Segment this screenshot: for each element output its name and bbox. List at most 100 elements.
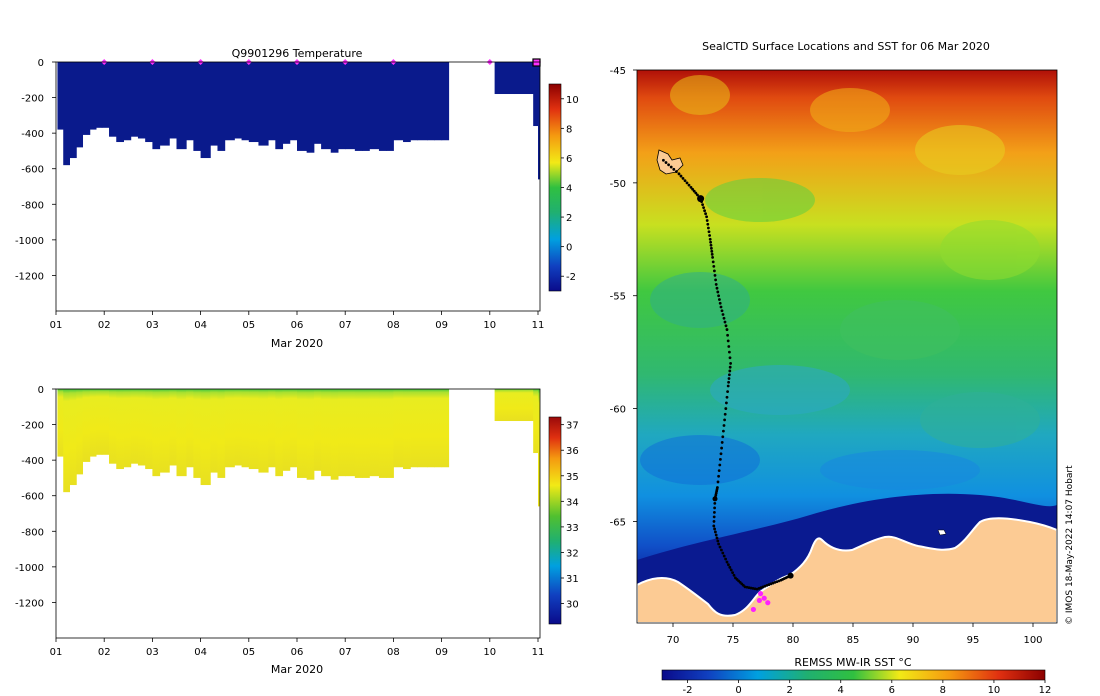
track-point — [712, 264, 716, 268]
track-point — [726, 333, 729, 337]
track-point — [719, 305, 723, 309]
track-point — [728, 373, 731, 377]
x-tick-label: 07 — [339, 320, 352, 331]
track-point — [718, 463, 722, 467]
temperature-profile-bar — [543, 62, 548, 146]
sst-tick-label: 2 — [786, 685, 792, 696]
track-point — [720, 548, 723, 552]
track-point — [667, 163, 670, 167]
x-tick-label: 11 — [532, 320, 545, 331]
track-point — [707, 226, 710, 230]
current-positions — [750, 591, 771, 613]
track-point — [720, 309, 724, 313]
temperature-profile-bar — [581, 62, 589, 133]
y-tick-label: -1200 — [15, 598, 44, 609]
track-point — [712, 520, 716, 523]
temperature-profile-bar — [369, 62, 380, 150]
track-cluster — [697, 195, 705, 203]
track-point — [713, 501, 717, 505]
salinity-profile-bar — [217, 389, 226, 478]
temperature-profile-bar — [362, 62, 370, 151]
map-axes-frame — [636, 69, 1058, 624]
temperature-profile-bar — [145, 62, 153, 143]
track-point — [722, 554, 726, 558]
temperature-profile-bar — [76, 62, 84, 148]
x-tick-label: 02 — [98, 647, 111, 658]
temperature-profile-bar — [337, 62, 346, 150]
temperature-profile-bar — [186, 62, 194, 141]
track-cluster — [712, 496, 718, 502]
track-point — [718, 301, 722, 305]
track-point — [722, 316, 726, 320]
sst-map-panel: SealCTD Surface Locations and SST for 06… — [610, 40, 1075, 696]
sst-tick-label: 0 — [735, 685, 741, 696]
salinity-profile-bar — [234, 389, 243, 466]
y-tick-label: -800 — [21, 200, 44, 211]
temperature-profile-bar — [234, 62, 243, 139]
temperature-profile-bar — [224, 62, 235, 141]
track-point — [723, 320, 727, 324]
x-tick-label: 06 — [291, 320, 304, 331]
salinity-colorbar-ticks: 37 36 35 34 33 32 31 30 — [561, 421, 579, 611]
track-point — [726, 384, 730, 388]
track-point — [727, 345, 731, 348]
track-point — [711, 260, 715, 264]
temperature-xlabel: Mar 2020 — [271, 337, 323, 350]
temperature-profile-bar — [410, 62, 418, 141]
salinity-axes-frame — [55, 388, 541, 639]
map-title: SealCTD Surface Locations and SST for 06… — [702, 40, 990, 53]
track-point — [718, 298, 721, 301]
track-point — [696, 193, 699, 197]
salinity-profile-bar — [57, 389, 64, 457]
lat-tick-label: -50 — [610, 179, 626, 190]
temperature-colorbar-ticks: 10 8 6 4 2 0 -2 — [561, 95, 579, 283]
credit-text: © IMOS 18-May-2022 14:07 Hobart — [1065, 465, 1075, 625]
y-tick-label: -400 — [21, 456, 44, 467]
colorbar-tick-label: 35 — [566, 472, 579, 483]
track-point — [719, 452, 723, 456]
track-point — [726, 339, 730, 343]
colorbar-tick-label: 31 — [566, 574, 579, 585]
colorbar-tick-label: 37 — [566, 421, 579, 432]
colorbar-tick-label: 0 — [566, 243, 572, 254]
temperature-profile-bar — [345, 62, 356, 150]
track-point — [728, 350, 731, 354]
track-point — [720, 446, 723, 450]
track-point — [722, 429, 725, 433]
salinity-profile-bar — [268, 389, 276, 468]
salinity-panel: 0 -200 -400 -600 -800 -1000 -1200 01 02 03 04 05 06… — [15, 385, 589, 676]
x-tick-label: 09 — [435, 647, 448, 658]
track-point — [712, 515, 716, 519]
sst-tick-label: -2 — [683, 685, 693, 696]
temperature-profile-bar — [306, 62, 315, 153]
track-point — [709, 240, 712, 244]
x-tick-label: 05 — [242, 320, 255, 331]
sst-tick-label: 8 — [940, 685, 946, 696]
x-tick-label: 08 — [387, 320, 400, 331]
salinity-profile-bar — [577, 389, 582, 481]
temperature-profile-bar — [417, 62, 428, 141]
temperature-profile-bar — [116, 62, 124, 143]
lon-tick-label: 80 — [787, 635, 800, 646]
track-point — [724, 324, 728, 328]
salinity-profile-bar — [330, 389, 339, 480]
salinity-profile-bar — [581, 389, 589, 460]
temperature-profile-bar — [101, 62, 110, 128]
track-point — [727, 380, 730, 384]
track-point — [710, 252, 714, 256]
track-point — [728, 565, 732, 569]
temperature-profile-bar — [427, 62, 435, 141]
temperature-profile-bar — [200, 62, 211, 159]
salinity-profile-bar — [258, 389, 269, 473]
temperature-title: Q9901296 Temperature — [232, 47, 363, 60]
temperature-profile-bar — [386, 62, 394, 151]
salinity-profile-bar — [441, 389, 450, 468]
temperature-profile-bar — [169, 62, 177, 139]
current-position — [761, 595, 767, 601]
track-point — [683, 179, 687, 183]
track-point — [732, 573, 736, 577]
track-point — [723, 418, 726, 422]
temperature-profile-bar — [210, 62, 218, 146]
temperature-profile-bar — [63, 62, 70, 166]
salinity-profile-bar — [224, 389, 235, 468]
